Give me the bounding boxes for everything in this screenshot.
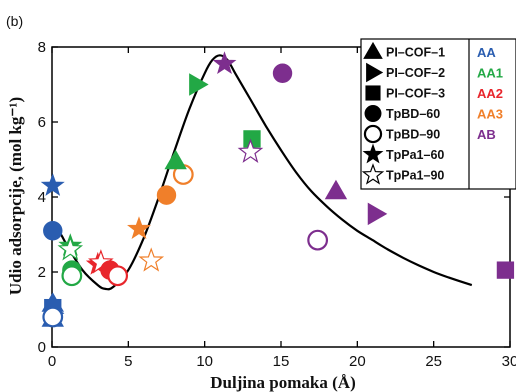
legend-stacking-label: AA: [477, 45, 496, 60]
data-point: [496, 261, 515, 279]
panel-label: (b): [6, 13, 23, 29]
legend-marker: [363, 124, 383, 144]
legend-stacking-label: AA1: [477, 66, 503, 81]
data-point: [237, 138, 264, 163]
legend-entry-label: PI–COF–1: [386, 46, 445, 60]
data-point: [189, 73, 209, 96]
plot-axes: 0 5 10 15 20 25 30 0 2 4 6 8: [38, 39, 516, 370]
legend-stacking-label: AA2: [477, 86, 503, 101]
y-tick-label: 2: [38, 264, 46, 281]
legend-entry-label: PI–COF–3: [386, 87, 445, 101]
legend-entry-label: TpBD–90: [386, 128, 440, 142]
data-point: [43, 221, 63, 241]
data-point: [107, 265, 129, 287]
legend-stacking-label: AA3: [477, 107, 503, 122]
data-point: [307, 229, 329, 251]
legend-entry-label: PI–COF–2: [386, 66, 445, 80]
legend-box: [360, 38, 516, 190]
y-tick-label: 8: [38, 39, 46, 56]
data-point: [156, 185, 177, 205]
legend-marker: [364, 105, 382, 122]
legend-entry-label: TpBD–60: [386, 107, 440, 121]
data-point: [272, 63, 293, 83]
data-point: [40, 173, 65, 196]
x-tick-label: 5: [124, 353, 132, 370]
data-point: [61, 265, 83, 287]
legend-stacking-label: AB: [477, 127, 496, 142]
legend-marker: [366, 62, 384, 83]
data-point: [212, 51, 237, 75]
legend-entry-label: TpPa1–60: [386, 148, 444, 162]
data-point: [367, 202, 388, 226]
x-tick-label: 0: [48, 353, 56, 370]
legend-marker: [362, 143, 384, 164]
legend: PI–COF–1 PI–COF–2 PI–COF–3 TpBD–60 TpBD–90 Tp…: [360, 38, 516, 190]
y-tick-label: 6: [38, 114, 46, 131]
data-point: [57, 236, 84, 261]
x-tick-label: 20: [349, 353, 366, 370]
x-tick-label: 10: [196, 353, 213, 370]
data-point: [324, 179, 348, 200]
y-axis-title: Udio adsorpcije, (mol kg⁻¹): [6, 97, 25, 295]
y-tick-label: 4: [38, 189, 46, 206]
legend-entry-label: TpPa1–90: [386, 169, 444, 183]
legend-marker: [363, 41, 383, 59]
data-point: [127, 216, 151, 240]
fit-curve-layer: [51, 54, 473, 291]
legend-marker: [361, 163, 385, 185]
data-point: [42, 306, 64, 328]
x-tick-label: 30: [502, 353, 516, 370]
fit-curve: [51, 54, 473, 291]
x-tick-label: 15: [273, 353, 290, 370]
x-axis-title: Duljina pomaka (Å): [210, 373, 355, 392]
data-point: [138, 247, 165, 272]
y-tick-label: 0: [38, 339, 46, 356]
legend-marker: [365, 85, 381, 101]
x-tick-label: 25: [425, 353, 442, 370]
data-points-layer: [40, 51, 515, 328]
data-point: [164, 149, 187, 170]
